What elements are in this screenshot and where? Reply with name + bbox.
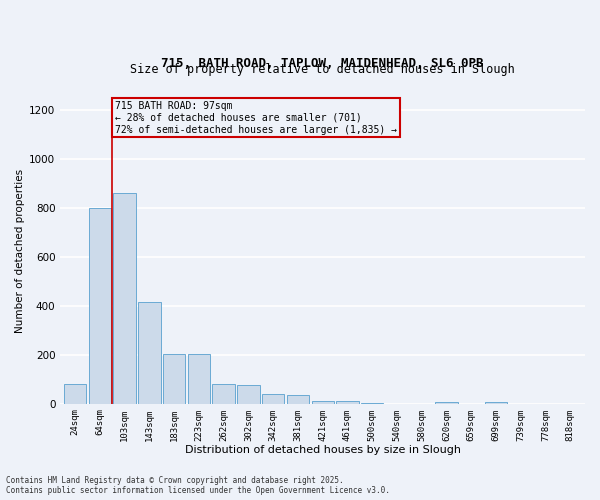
Bar bbox=[485, 402, 507, 404]
Bar bbox=[188, 354, 210, 404]
Bar bbox=[89, 208, 111, 404]
Bar bbox=[163, 354, 185, 404]
Text: 715 BATH ROAD: 97sqm
← 28% of detached houses are smaller (701)
72% of semi-deta: 715 BATH ROAD: 97sqm ← 28% of detached h… bbox=[115, 102, 397, 134]
Bar bbox=[237, 386, 260, 404]
Bar bbox=[64, 384, 86, 404]
Y-axis label: Number of detached properties: Number of detached properties bbox=[15, 168, 25, 332]
Bar bbox=[138, 302, 161, 404]
Bar bbox=[311, 402, 334, 404]
Bar bbox=[113, 193, 136, 404]
Bar bbox=[435, 402, 458, 404]
Text: 715, BATH ROAD, TAPLOW, MAIDENHEAD, SL6 0PB: 715, BATH ROAD, TAPLOW, MAIDENHEAD, SL6 … bbox=[161, 57, 484, 70]
X-axis label: Distribution of detached houses by size in Slough: Distribution of detached houses by size … bbox=[185, 445, 461, 455]
Bar bbox=[262, 394, 284, 404]
Title: Size of property relative to detached houses in Slough: Size of property relative to detached ho… bbox=[130, 62, 515, 76]
Bar bbox=[212, 384, 235, 404]
Bar bbox=[336, 402, 359, 404]
Text: Contains HM Land Registry data © Crown copyright and database right 2025.
Contai: Contains HM Land Registry data © Crown c… bbox=[6, 476, 390, 495]
Bar bbox=[287, 395, 309, 404]
